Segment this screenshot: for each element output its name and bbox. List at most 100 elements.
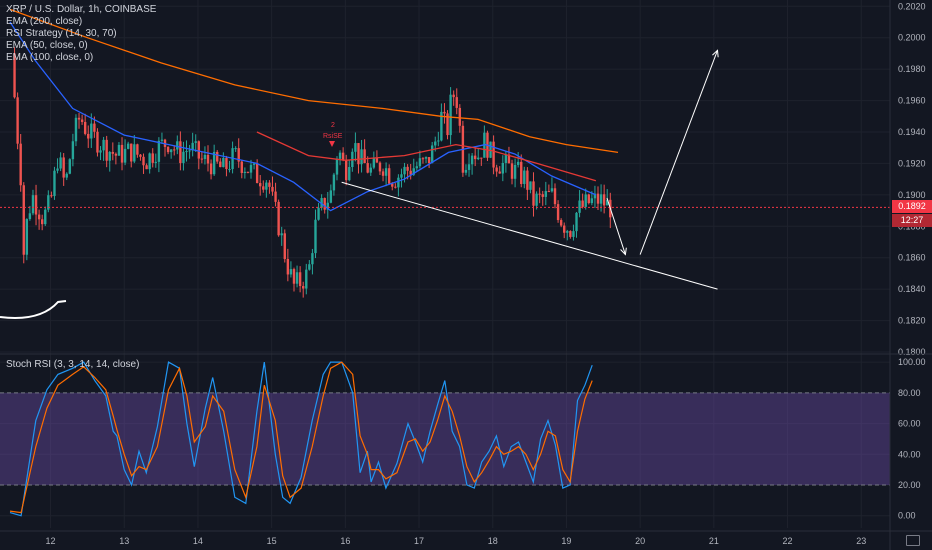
candle-body bbox=[120, 144, 124, 163]
candle-body bbox=[191, 142, 194, 151]
candle-body bbox=[68, 159, 72, 174]
candle-body bbox=[283, 233, 286, 259]
candle-body bbox=[421, 158, 425, 160]
legend-symbol[interactable]: XRP / U.S. Dollar, 1h, COINBASE bbox=[6, 4, 157, 15]
candle-body bbox=[249, 164, 253, 173]
candle-body bbox=[246, 171, 250, 173]
stoch-legend[interactable]: Stoch RSI (3, 3, 14, 14, close) bbox=[6, 359, 140, 370]
candle-body bbox=[489, 141, 492, 158]
stoch-line-1 bbox=[9, 361, 593, 517]
candle-body bbox=[437, 140, 440, 142]
price-tick-label: 0.2020 bbox=[898, 1, 926, 11]
candle-body bbox=[578, 200, 581, 213]
drawings[interactable] bbox=[341, 49, 719, 290]
stoch-tick-label: 40.00 bbox=[898, 449, 921, 459]
candle-body bbox=[102, 139, 105, 151]
price-tick-label: 0.1820 bbox=[898, 316, 926, 326]
candle-body bbox=[602, 194, 606, 206]
candle-body bbox=[194, 141, 197, 143]
candle-body bbox=[366, 163, 369, 173]
candle-body bbox=[357, 143, 360, 165]
candle-body bbox=[308, 264, 311, 270]
time-tick-label: 16 bbox=[340, 536, 350, 546]
candle-body bbox=[449, 94, 452, 136]
candle-body bbox=[298, 272, 302, 287]
candle-body bbox=[173, 149, 176, 151]
candle-body bbox=[314, 219, 317, 254]
time-axis[interactable]: 12 13 14 15 16 17 18 19 20 21 22 23 bbox=[46, 536, 867, 546]
settings-corner[interactable] bbox=[892, 530, 932, 550]
time-tick-label: 13 bbox=[119, 536, 129, 546]
stoch-tick-label: 100.00 bbox=[898, 357, 926, 367]
candle-body bbox=[464, 169, 468, 173]
candle-body bbox=[516, 161, 520, 165]
candle-body bbox=[520, 161, 523, 184]
candle-body bbox=[372, 158, 376, 168]
candle-body bbox=[584, 194, 587, 207]
legend-ema200[interactable]: EMA (200, close) bbox=[6, 16, 83, 27]
candle-body bbox=[381, 171, 385, 176]
stoch-axis[interactable]: 0.00 20.00 40.00 60.00 80.00 100.00 bbox=[898, 357, 926, 521]
arrow-head-icon bbox=[712, 49, 719, 58]
candle-body bbox=[477, 157, 480, 160]
stoch-tick-label: 0.00 bbox=[898, 511, 916, 521]
freehand-drawing[interactable] bbox=[0, 300, 67, 319]
candle-body bbox=[274, 191, 277, 202]
time-tick-label: 12 bbox=[46, 536, 56, 546]
candle-body bbox=[200, 158, 204, 160]
candle-body bbox=[182, 151, 185, 164]
candle-body bbox=[606, 199, 609, 206]
candle-body bbox=[317, 207, 320, 220]
candle-body bbox=[434, 141, 437, 146]
candle-body bbox=[302, 286, 305, 289]
stoch-line-2 bbox=[9, 361, 593, 514]
legend-ema100[interactable]: EMA (100, close, 0) bbox=[6, 52, 94, 63]
candle-body bbox=[83, 121, 87, 134]
candle-body bbox=[443, 111, 446, 114]
candle-body bbox=[587, 194, 590, 204]
candle-body bbox=[590, 198, 594, 204]
candle-body bbox=[206, 154, 210, 164]
candle-body bbox=[501, 162, 505, 174]
candle-body bbox=[216, 151, 219, 162]
legend-ema50[interactable]: EMA (50, close, 0) bbox=[6, 40, 88, 51]
candle-body bbox=[572, 231, 575, 237]
candle-body bbox=[430, 145, 434, 164]
candle-body bbox=[363, 149, 366, 164]
signal-down-icon bbox=[329, 141, 335, 147]
price-tick-label: 0.1940 bbox=[898, 127, 926, 137]
candle-body bbox=[108, 151, 111, 161]
candle-body bbox=[212, 151, 216, 175]
time-tick-label: 21 bbox=[709, 536, 719, 546]
candle-body bbox=[391, 183, 394, 187]
candle-body bbox=[268, 182, 271, 187]
time-tick-label: 23 bbox=[856, 536, 866, 546]
candle-body bbox=[523, 170, 526, 184]
candle-body bbox=[535, 193, 538, 206]
candle-body bbox=[541, 194, 544, 197]
candle-body bbox=[25, 219, 29, 255]
candle-body bbox=[47, 195, 50, 210]
price-tick-label: 0.1840 bbox=[898, 284, 926, 294]
price-tick-label: 0.1900 bbox=[898, 190, 926, 200]
candle-body bbox=[19, 143, 22, 186]
candle-body bbox=[90, 123, 93, 139]
candle-body bbox=[559, 220, 563, 226]
candles[interactable] bbox=[13, 47, 612, 298]
candle-body bbox=[44, 209, 47, 225]
candle-body bbox=[234, 148, 237, 150]
candle-body bbox=[243, 171, 247, 173]
candle-body bbox=[566, 231, 569, 233]
legend-rsi-strategy[interactable]: RSI Strategy (14, 30, 70) bbox=[6, 28, 117, 39]
candle-body bbox=[34, 195, 38, 215]
candle-body bbox=[305, 269, 308, 289]
candle-body bbox=[397, 177, 400, 188]
candle-body bbox=[117, 144, 121, 156]
candle-body bbox=[259, 183, 262, 187]
candle-body bbox=[394, 186, 397, 188]
candle-body bbox=[467, 164, 471, 170]
price-axis[interactable]: 0.18000.18200.18400.18600.18800.19000.19… bbox=[898, 1, 926, 357]
candle-body bbox=[74, 117, 78, 142]
candle-body bbox=[295, 272, 299, 284]
